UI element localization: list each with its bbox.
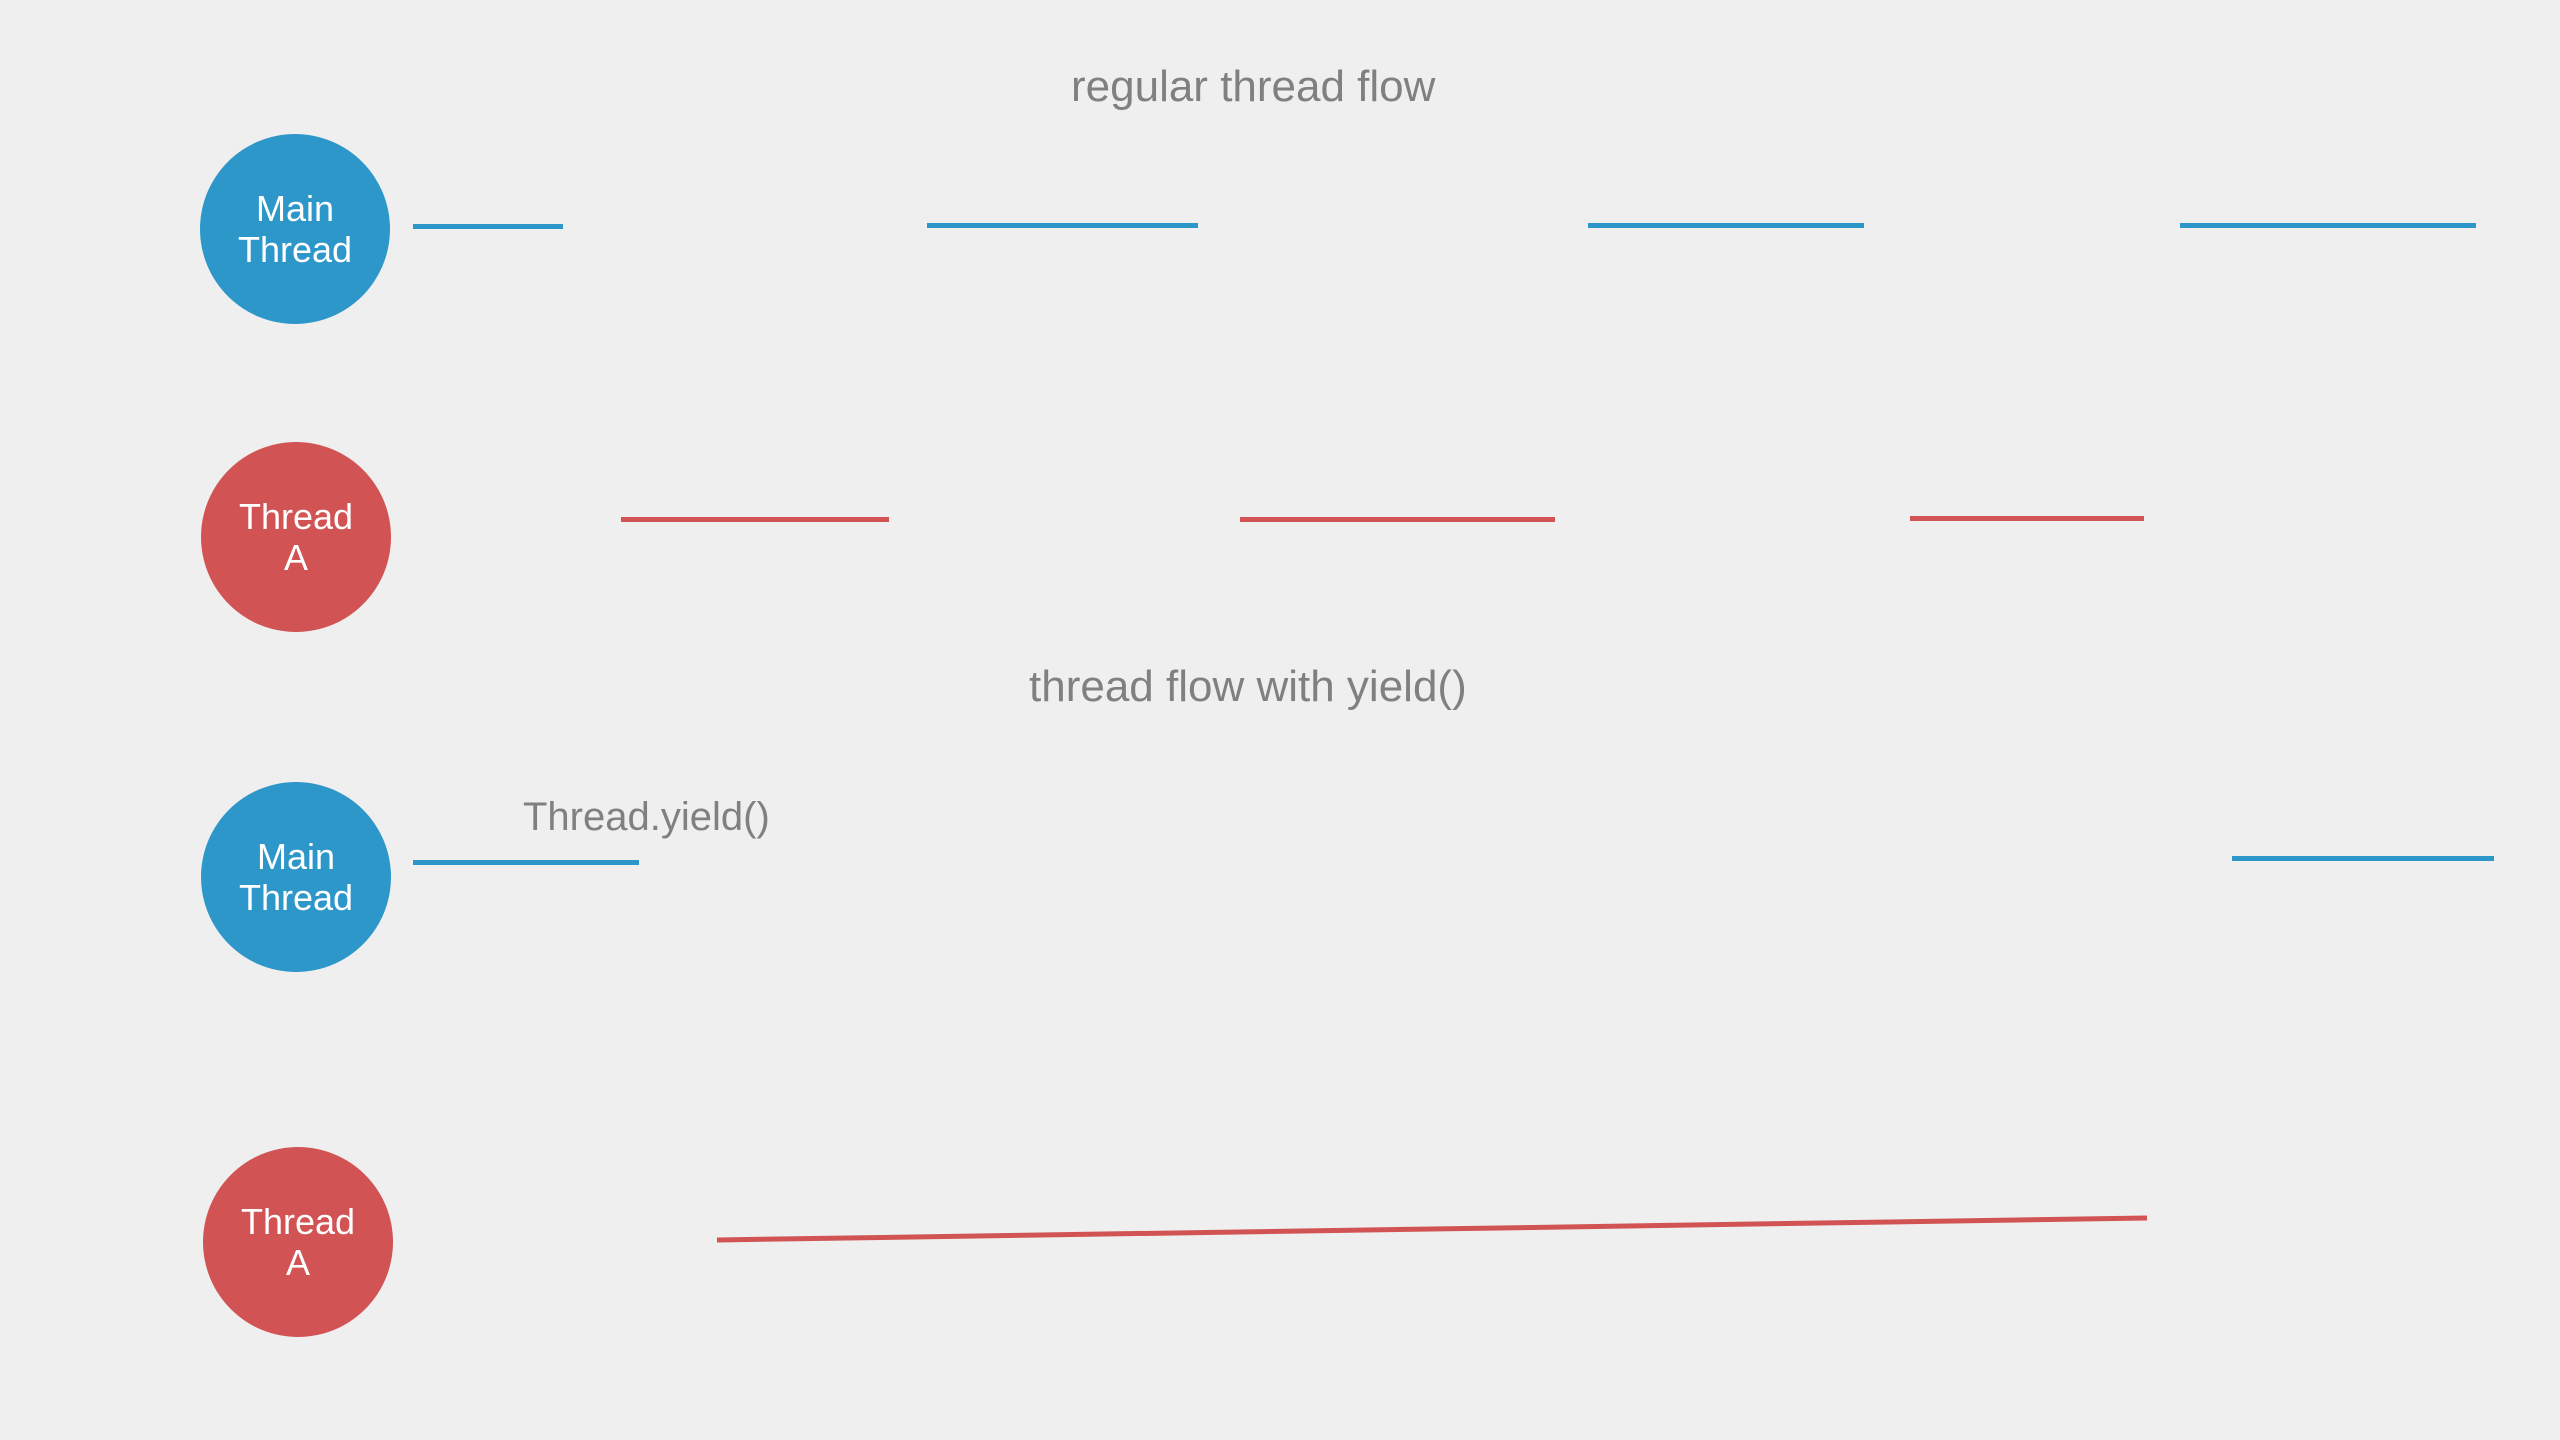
timeline-segment: [413, 224, 563, 229]
node-thread-a-bottom: ThreadA: [203, 1147, 393, 1337]
timeline-segment: [621, 517, 889, 522]
timeline-segment: [927, 223, 1198, 228]
timeline-segment: [1240, 517, 1555, 522]
node-label: ThreadA: [239, 496, 353, 579]
timeline-segment: [2232, 856, 2494, 861]
node-main-thread-top: MainThread: [200, 134, 390, 324]
title-yield-flow: thread flow with yield(): [1029, 662, 1467, 712]
timeline-segment: [1588, 223, 1864, 228]
node-main-thread-bottom: MainThread: [201, 782, 391, 972]
node-label: MainThread: [239, 836, 353, 919]
timeline-segment: [2180, 223, 2476, 228]
thread-flow-diagram: regular thread flow thread flow with yie…: [0, 0, 2560, 1440]
timeline-segment: [1910, 516, 2144, 521]
node-thread-a-top: ThreadA: [201, 442, 391, 632]
title-regular-flow: regular thread flow: [1071, 62, 1435, 112]
node-label: MainThread: [238, 188, 352, 271]
annotation-thread-yield: Thread.yield(): [523, 795, 770, 840]
segment-yield-threada: [711, 1212, 2153, 1246]
timeline-segment: [413, 860, 639, 865]
node-label: ThreadA: [241, 1201, 355, 1284]
